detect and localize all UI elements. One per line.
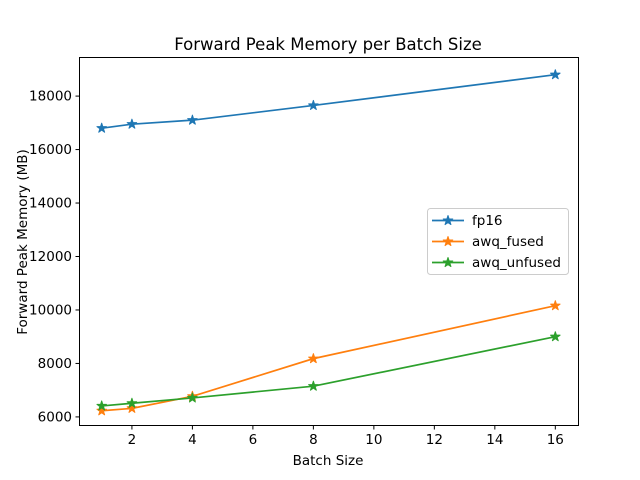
series-marker-fp16 <box>96 122 107 133</box>
y-tick-label: 16000 <box>29 142 72 158</box>
x-tick-label: 6 <box>249 432 258 448</box>
y-axis-label: Forward Peak Memory (MB) <box>15 149 31 335</box>
legend-label-awq_fused: awq_fused <box>472 234 544 250</box>
series-marker-awq_fused <box>308 353 319 364</box>
series-marker-fp16 <box>308 99 319 110</box>
legend-sample-marker-awq_fused <box>442 236 454 247</box>
y-tick-label: 10000 <box>29 302 72 318</box>
series-marker-fp16 <box>126 118 138 129</box>
series-marker-awq_unfused <box>187 392 198 403</box>
y-tick-label: 6000 <box>38 409 72 425</box>
y-tick-label: 8000 <box>38 356 72 372</box>
series-marker-fp16 <box>187 114 198 125</box>
x-tick-label: 4 <box>188 432 197 448</box>
y-tick-label: 14000 <box>29 196 72 212</box>
legend-box <box>427 208 569 275</box>
series-line-fp16 <box>100 73 557 130</box>
series-marker-fp16 <box>550 69 561 80</box>
x-tick-label: 2 <box>128 432 137 448</box>
legend-label-awq_unfused: awq_unfused <box>472 255 561 271</box>
plot-content: 2 4 6 8 10 12 14 16 6000 8000 10000 12000 14000 16000… <box>29 57 579 448</box>
series-line-awq_fused <box>100 304 557 412</box>
y-tick-label: 18000 <box>29 89 72 105</box>
x-tick-label: 8 <box>309 432 318 448</box>
series-marker-awq_fused <box>550 300 561 311</box>
x-tick-label: 14 <box>486 432 503 448</box>
series-marker-awq_fused <box>96 405 107 416</box>
legend-label-fp16: fp16 <box>472 213 503 229</box>
x-axis-label: Batch Size <box>293 453 364 469</box>
series-marker-awq_unfused <box>96 400 107 411</box>
series-marker-awq_unfused <box>126 397 138 408</box>
series-marker-awq_fused <box>126 402 138 413</box>
legend-sample-marker-awq_unfused <box>442 257 454 268</box>
y-tick-label: 12000 <box>29 249 72 265</box>
legend-sample-marker-fp16 <box>442 215 454 226</box>
series-line-awq_unfused <box>100 335 557 407</box>
chart-title: Forward Peak Memory per Batch Size <box>174 35 482 54</box>
axes-frame <box>79 57 579 426</box>
x-tick-label: 16 <box>547 432 564 448</box>
series-marker-awq_unfused <box>550 331 561 342</box>
x-tick-label: 12 <box>426 432 443 448</box>
x-tick-label: 10 <box>365 432 382 448</box>
series-marker-awq_unfused <box>308 380 319 391</box>
